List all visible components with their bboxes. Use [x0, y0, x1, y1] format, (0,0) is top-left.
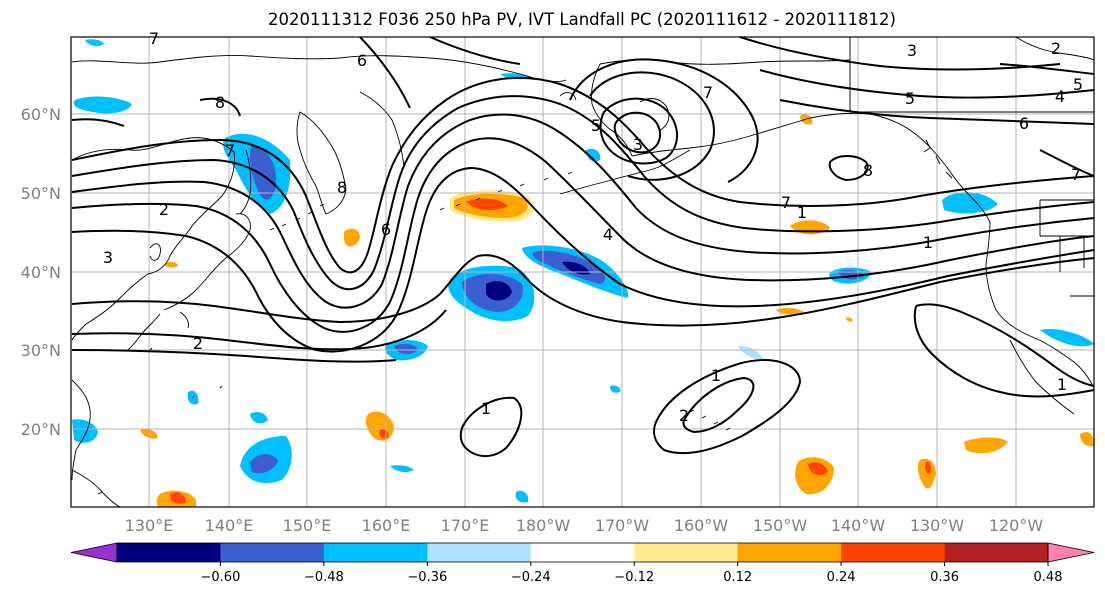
- contour-label: 5: [905, 89, 915, 108]
- map-title: 2020111312 F036 250 hPa PV, IVT Landfall…: [268, 10, 896, 29]
- lon-label: 140°E: [205, 516, 254, 535]
- contour-label: 4: [1055, 87, 1065, 106]
- colorbar-tick-label: −0.36: [407, 570, 447, 585]
- coastlines: [71, 36, 1095, 508]
- colorbar-extend-min: [70, 542, 118, 563]
- contour-labels: 7 8 6 7 2 3 2 5 3 8 6 4 7 1 1 2 1 3 5 6 …: [103, 29, 1083, 425]
- lon-label: 160°W: [674, 516, 729, 535]
- contour-label: 5: [591, 116, 601, 135]
- contour-label: 1: [481, 399, 491, 418]
- contour-label: 2: [193, 334, 203, 353]
- contour-label: 6: [357, 51, 367, 70]
- contour-label: 1: [711, 366, 721, 385]
- colorbar-segment: [841, 543, 946, 562]
- contour-label: 8: [337, 178, 347, 197]
- contour-label: 1: [797, 203, 807, 222]
- lon-label: 140°W: [831, 516, 886, 535]
- colorbar-tick-label: −0.48: [304, 570, 344, 585]
- lat-label: 40°N: [21, 263, 61, 282]
- contour-label: 8: [215, 93, 225, 112]
- contour-label: 7: [225, 141, 235, 160]
- lon-label: 130°E: [125, 516, 174, 535]
- contour-label: 2: [159, 200, 169, 219]
- lat-label: 50°N: [21, 184, 61, 203]
- lon-label: 130°W: [910, 516, 965, 535]
- lon-label: 170°E: [441, 516, 490, 535]
- lon-label: 150°E: [283, 516, 332, 535]
- colorbar-tick-label: 0.24: [827, 570, 856, 585]
- contour-label: 7: [1071, 165, 1081, 184]
- lon-label: 160°E: [362, 516, 411, 535]
- contour-label: 6: [381, 220, 391, 239]
- lon-label: 170°W: [595, 516, 650, 535]
- colorbar-segment: [323, 543, 428, 562]
- contour-label: 4: [603, 225, 613, 244]
- colorbar-tick-label: −0.12: [614, 570, 654, 585]
- colorbar-tick-label: 0.36: [930, 570, 959, 585]
- longitude-labels: 130°E 140°E 150°E 160°E 170°E 180°W 170°…: [125, 516, 1044, 535]
- lon-label: 180°W: [516, 516, 571, 535]
- colorbar-extend-max: [1047, 542, 1095, 563]
- lon-label: 120°W: [989, 516, 1044, 535]
- pv-contours: [71, 36, 1095, 457]
- colorbar-segment: [427, 543, 532, 562]
- lat-label: 30°N: [21, 341, 61, 360]
- lat-label: 20°N: [21, 420, 61, 439]
- lon-label: 150°W: [753, 516, 808, 535]
- colorbar-tick-label: −0.24: [511, 570, 551, 585]
- contour-label: 2: [1051, 39, 1061, 58]
- contour-label: 2: [679, 406, 689, 425]
- colorbar-segment: [634, 543, 739, 562]
- contour-label: 3: [633, 135, 643, 154]
- colorbar-segment: [220, 543, 325, 562]
- map-panel: 7 8 6 7 2 3 2 5 3 8 6 4 7 1 1 2 1 3 5 6 …: [70, 29, 1095, 508]
- contour-label: 8: [863, 161, 873, 180]
- latitude-labels: 60°N 50°N 40°N 30°N 20°N: [21, 105, 61, 439]
- contour-label: 5: [1073, 75, 1083, 94]
- colorbar-segment: [117, 543, 221, 562]
- contour-label: 7: [703, 83, 713, 102]
- colorbar-tick-label: 0.12: [723, 570, 752, 585]
- contour-label: 7: [149, 29, 159, 48]
- contour-label: 3: [907, 41, 917, 60]
- colorbar-segment: [737, 543, 842, 562]
- contour-label: 1: [1057, 375, 1067, 394]
- colorbar-segment: [944, 543, 1049, 562]
- colorbar-tick-label: −0.60: [201, 570, 241, 585]
- contour-label: 1: [923, 233, 933, 252]
- contour-label: 6: [1019, 114, 1029, 133]
- colorbar-tick-label: 0.48: [1034, 570, 1063, 585]
- colorbar: −0.60 −0.48 −0.36 −0.24 −0.12 0.12 0.24 0.36 0.4…: [70, 542, 1095, 585]
- contour-label: 3: [103, 248, 113, 267]
- colorbar-segment: [530, 543, 635, 562]
- contour-label: 7: [781, 193, 791, 212]
- lat-label: 60°N: [21, 105, 61, 124]
